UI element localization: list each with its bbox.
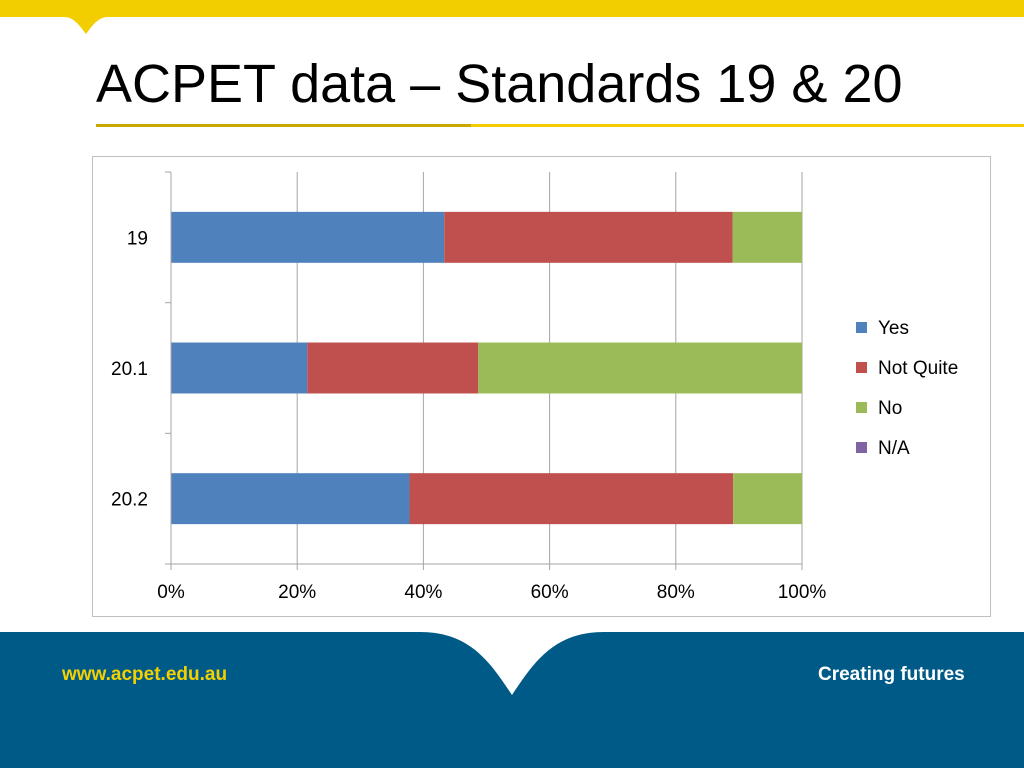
y-category-label: 19 <box>127 228 148 249</box>
top-band-shape <box>0 0 1024 34</box>
title-underline <box>96 124 1024 127</box>
legend-label: No <box>878 398 902 419</box>
legend-label: N/A <box>878 438 910 459</box>
bar-segment <box>478 342 802 394</box>
bar-segment <box>171 473 410 525</box>
footer-band-shape <box>0 632 1024 768</box>
bar-segment <box>409 473 734 525</box>
footer-website-link[interactable]: www.acpet.edu.au <box>62 664 228 685</box>
title-underline-yellow <box>471 124 1024 127</box>
legend-swatch <box>856 322 867 333</box>
footer-band <box>0 632 1024 768</box>
x-tick-label: 40% <box>404 582 442 603</box>
chart-area: 0% 20% 40% 60% 80% 100% 19 20.1 20.2 Yes Not Quit… <box>92 156 991 617</box>
legend-swatch <box>856 442 867 453</box>
stacked-bar-chart: 0% 20% 40% 60% 80% 100% 19 20.1 20.2 Yes Not Quit… <box>111 171 958 603</box>
title-underline-gold <box>96 124 471 127</box>
bars <box>171 211 802 525</box>
y-category-label: 20.2 <box>111 490 148 511</box>
legend-label: Yes <box>878 318 909 339</box>
x-tick-label: 60% <box>531 582 569 603</box>
legend-swatch <box>856 362 867 373</box>
legend-swatch <box>856 402 867 413</box>
bar-segment <box>732 211 802 263</box>
bar-segment <box>307 342 479 394</box>
legend: Yes Not Quite No N/A <box>856 318 958 459</box>
y-category-label: 20.1 <box>111 359 148 380</box>
slide-title: ACPET data – Standards 19 & 20 <box>96 54 903 114</box>
footer-tagline: Creating futures <box>818 664 965 685</box>
top-brand-band <box>0 0 1024 34</box>
bar-segment <box>733 473 802 525</box>
legend-label: Not Quite <box>878 358 958 379</box>
x-tick-label: 0% <box>157 582 185 603</box>
bar-segment <box>171 342 308 394</box>
x-tick-label: 100% <box>778 582 827 603</box>
bar-segment <box>444 211 733 263</box>
axes: 0% 20% 40% 60% 80% 100% 19 20.1 20.2 <box>111 171 827 603</box>
x-tick-label: 20% <box>278 582 316 603</box>
bar-segment <box>171 211 445 263</box>
x-tick-label: 80% <box>657 582 695 603</box>
